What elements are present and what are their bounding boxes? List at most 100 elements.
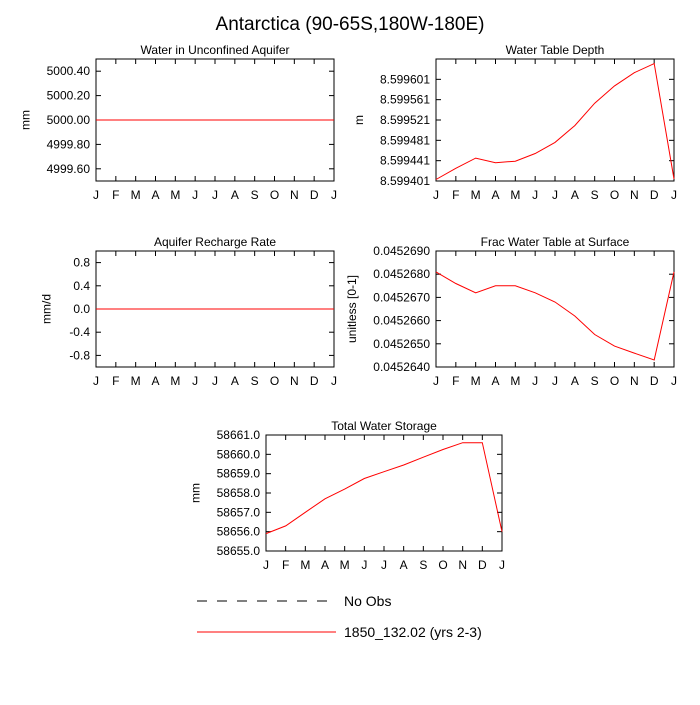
x-tick-label: N — [630, 374, 639, 388]
x-tick-label: O — [270, 188, 279, 202]
y-tick-label: 0.0452660 — [373, 314, 430, 328]
x-tick-label: O — [270, 374, 279, 388]
y-tick-label: 5000.00 — [47, 113, 91, 127]
y-tick-label: 0.4 — [73, 279, 90, 293]
y-tick-label: -0.4 — [69, 325, 90, 339]
x-tick-label: J — [93, 188, 99, 202]
x-tick-label: M — [510, 188, 520, 202]
y-tick-label: 5000.40 — [47, 64, 91, 78]
panel-title: Aquifer Recharge Rate — [154, 235, 276, 249]
x-tick-label: J — [532, 188, 538, 202]
y-tick-label: 8.599481 — [380, 133, 430, 147]
y-tick-label: 4999.80 — [47, 137, 91, 151]
y-tick-label: 58657.0 — [217, 505, 261, 519]
x-tick-label: M — [510, 374, 520, 388]
x-tick-label: J — [433, 188, 439, 202]
x-tick-label: M — [300, 558, 310, 572]
x-tick-label: J — [192, 188, 198, 202]
series-line — [265, 442, 503, 535]
legend-model-label: 1850_132.02 (yrs 2-3) — [344, 624, 482, 640]
x-tick-label: J — [671, 374, 677, 388]
x-tick-label: F — [452, 188, 459, 202]
y-tick-label: 0.0452680 — [373, 267, 430, 281]
x-tick-label: M — [170, 374, 180, 388]
x-tick-label: J — [192, 374, 198, 388]
x-tick-label: F — [452, 374, 459, 388]
series-line — [435, 271, 675, 361]
x-tick-label: F — [282, 558, 289, 572]
y-tick-label: 0.0 — [73, 302, 90, 316]
x-tick-label: S — [591, 374, 599, 388]
y-axis-label: mm — [189, 483, 203, 503]
x-tick-label: A — [571, 188, 579, 202]
y-tick-label: 58660.0 — [217, 447, 261, 461]
x-tick-label: D — [310, 188, 319, 202]
x-tick-label: A — [231, 188, 239, 202]
y-axis-label: m — [352, 115, 366, 125]
x-tick-label: J — [331, 374, 337, 388]
x-tick-label: N — [630, 188, 639, 202]
x-tick-label: A — [491, 188, 499, 202]
y-tick-label: 4999.60 — [47, 162, 91, 176]
y-tick-label: 0.8 — [73, 256, 90, 270]
x-tick-label: O — [438, 558, 447, 572]
x-tick-label: J — [361, 558, 367, 572]
y-tick-label: 58661.0 — [217, 428, 261, 442]
x-tick-label: M — [471, 374, 481, 388]
x-tick-label: J — [212, 374, 218, 388]
y-tick-label: 8.599521 — [380, 113, 430, 127]
y-tick-label: 0.0452640 — [373, 360, 430, 374]
x-tick-label: M — [131, 374, 141, 388]
y-tick-label: 58655.0 — [217, 544, 261, 558]
x-tick-label: A — [231, 374, 239, 388]
panel-title: Water Table Depth — [506, 43, 605, 57]
plot-frame — [265, 434, 503, 552]
y-tick-label: 8.599561 — [380, 93, 430, 107]
x-tick-label: F — [112, 374, 119, 388]
series-line — [435, 62, 675, 180]
y-tick-label: 0.0452670 — [373, 290, 430, 304]
x-tick-label: J — [532, 374, 538, 388]
y-tick-label: -0.8 — [69, 348, 90, 362]
legend-obs-label: No Obs — [344, 593, 391, 609]
x-tick-label: M — [131, 188, 141, 202]
x-tick-label: A — [321, 558, 329, 572]
x-tick-label: M — [471, 188, 481, 202]
x-tick-label: J — [671, 188, 677, 202]
x-tick-label: D — [650, 374, 659, 388]
x-tick-label: J — [93, 374, 99, 388]
x-tick-label: F — [112, 188, 119, 202]
x-tick-label: S — [251, 374, 259, 388]
x-tick-label: J — [552, 188, 558, 202]
y-tick-label: 8.599601 — [380, 72, 430, 86]
x-tick-label: S — [591, 188, 599, 202]
x-tick-label: N — [290, 374, 299, 388]
x-tick-label: A — [151, 188, 159, 202]
panel-title: Water in Unconfined Aquifer — [141, 43, 290, 57]
x-tick-label: A — [151, 374, 159, 388]
x-tick-label: D — [650, 188, 659, 202]
y-tick-label: 58656.0 — [217, 525, 261, 539]
y-axis-label: mm — [19, 110, 33, 130]
x-tick-label: D — [478, 558, 487, 572]
x-tick-label: J — [381, 558, 387, 572]
x-tick-label: S — [419, 558, 427, 572]
x-tick-label: J — [552, 374, 558, 388]
x-tick-label: S — [251, 188, 259, 202]
plot-frame — [435, 58, 675, 182]
x-tick-label: J — [331, 188, 337, 202]
y-axis-label: mm/d — [39, 294, 53, 324]
y-tick-label: 58658.0 — [217, 486, 261, 500]
x-tick-label: J — [433, 374, 439, 388]
y-axis-label: unitless [0-1] — [345, 275, 359, 343]
y-tick-label: 8.599401 — [380, 174, 430, 188]
x-tick-label: J — [212, 188, 218, 202]
x-tick-label: D — [310, 374, 319, 388]
legend: No Obs 1850_132.02 (yrs 2-3) — [197, 593, 482, 640]
